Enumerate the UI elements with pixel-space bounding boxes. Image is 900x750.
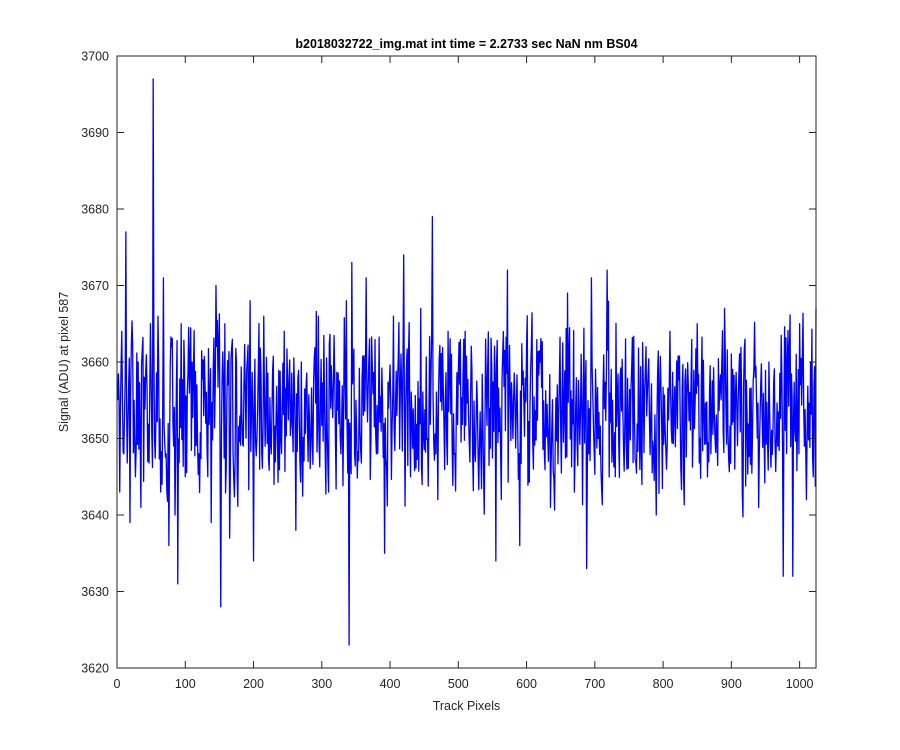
x-tick-label: 500 — [448, 677, 469, 691]
tick-layer: 0 100 200 300 400 500 600 700 800 900 1000 3620 3630… — [81, 50, 816, 691]
x-tick-label: 1000 — [786, 677, 814, 691]
x-tick-label: 100 — [175, 677, 196, 691]
x-tick-label: 700 — [584, 677, 605, 691]
x-axis-label: Track Pixels — [433, 699, 501, 713]
x-tick-label: 800 — [653, 677, 674, 691]
x-tick-label: 900 — [721, 677, 742, 691]
y-tick-label: 3700 — [81, 50, 109, 64]
y-tick-label: 3670 — [81, 279, 109, 293]
x-tick-label: 300 — [311, 677, 332, 691]
y-tick-label: 3620 — [81, 662, 109, 676]
x-tick-label: 400 — [380, 677, 401, 691]
y-tick-label: 3680 — [81, 203, 109, 217]
x-tick-label: 0 — [114, 677, 121, 691]
y-tick-label: 3690 — [81, 126, 109, 140]
y-axis-label: Signal (ADU) at pixel 587 — [57, 292, 71, 432]
y-tick-label: 3630 — [81, 585, 109, 599]
chart-title: b2018032722_img.mat int time = 2.2733 se… — [295, 37, 637, 51]
y-tick-label: 3650 — [81, 432, 109, 446]
y-tick-label: 3660 — [81, 356, 109, 370]
plot-data-layer — [117, 78, 817, 646]
x-tick-label: 200 — [243, 677, 264, 691]
x-tick-label: 600 — [516, 677, 537, 691]
y-tick-label: 3640 — [81, 509, 109, 523]
series-line — [117, 78, 817, 646]
